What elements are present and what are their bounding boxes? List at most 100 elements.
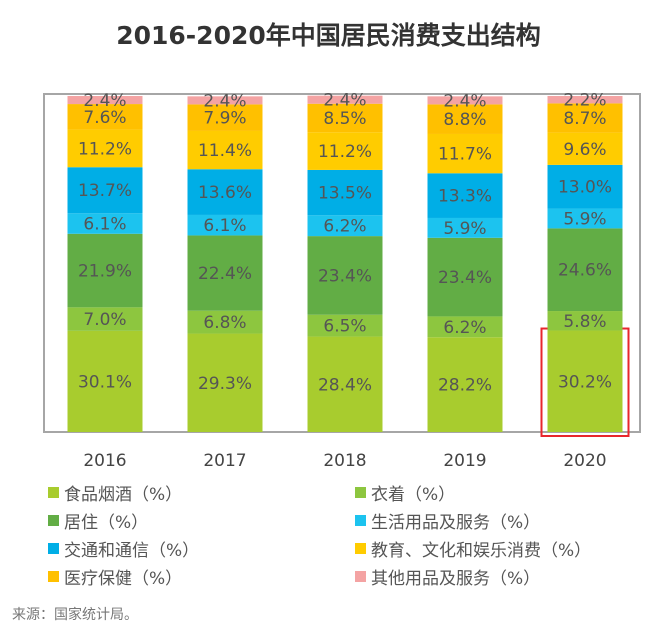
bar-segment (307, 236, 383, 315)
bar-segment (67, 96, 143, 105)
data-label: 24.6% (558, 261, 612, 281)
data-label: 9.6% (563, 140, 606, 160)
data-label: 11.7% (438, 145, 492, 165)
data-label: 2.4% (203, 91, 246, 111)
bar-segment (427, 316, 503, 338)
legend-label: 衣着（%） (371, 485, 456, 505)
bar-segment (427, 133, 503, 174)
bar-segment (547, 132, 623, 165)
data-label: 13.7% (78, 181, 132, 201)
legend-swatch (355, 515, 366, 526)
data-label: 11.4% (198, 141, 252, 161)
bar-segment (307, 169, 383, 216)
legend-swatch (48, 515, 59, 526)
data-label: 6.5% (323, 317, 366, 337)
bar-segment (67, 104, 143, 130)
data-label: 23.4% (438, 268, 492, 288)
data-label: 22.4% (198, 264, 252, 284)
legend-label: 交通和通信（%） (64, 541, 200, 561)
legend-label: 教育、文化和娱乐消费（%） (371, 541, 592, 561)
legend-item: 其他用品及服务（%） (355, 564, 540, 589)
bar-segment (307, 95, 383, 104)
bar-segment (67, 307, 143, 331)
bar-segment (307, 314, 383, 337)
bar-segment (427, 237, 503, 317)
data-label: 6.8% (203, 313, 246, 333)
bar-segment (427, 104, 503, 134)
data-label: 8.8% (443, 110, 486, 130)
bar-segment (67, 129, 143, 168)
data-label: 6.1% (83, 215, 126, 235)
data-label: 13.5% (318, 184, 372, 204)
data-label: 13.0% (558, 178, 612, 198)
data-label: 28.4% (318, 375, 372, 395)
data-label: 5.9% (563, 209, 606, 229)
legend-label: 医疗保健（%） (64, 569, 183, 589)
legend-label: 生活用品及服务（%） (371, 513, 541, 533)
bar-segment (427, 173, 503, 218)
data-label: 30.1% (78, 372, 132, 392)
legend-label: 居住（%） (64, 513, 149, 533)
legend-label: 食品烟酒（%） (64, 485, 183, 505)
data-label: 13.6% (198, 183, 252, 203)
bar-segment (547, 164, 623, 209)
legend-item: 食品烟酒（%） (48, 480, 182, 505)
legend-item: 医疗保健（%） (48, 564, 182, 589)
bar-segment (187, 333, 263, 432)
bar-segment (547, 330, 623, 432)
legend-swatch (48, 543, 59, 554)
data-label: 28.2% (438, 376, 492, 396)
x-tick-label: 2018 (323, 451, 366, 471)
data-label: 21.9% (78, 262, 132, 282)
data-label: 7.6% (83, 108, 126, 128)
data-label: 2.2% (563, 91, 606, 111)
data-label: 7.9% (203, 109, 246, 129)
bar-segment (427, 96, 503, 105)
bar-segment (187, 169, 263, 215)
legend-swatch (48, 487, 59, 498)
legend-swatch (355, 487, 366, 498)
source-note: 来源：国家统计局。 (12, 607, 138, 623)
bar-segment (547, 311, 623, 331)
legend-item: 交通和通信（%） (48, 536, 199, 561)
data-label: 11.2% (318, 142, 372, 162)
data-label: 6.2% (443, 318, 486, 338)
data-label: 5.8% (563, 312, 606, 332)
bar-segment (307, 132, 383, 170)
bar-segment (427, 217, 503, 238)
bar-segment (67, 213, 143, 234)
bar-segment (187, 96, 263, 105)
bar-segment (67, 167, 143, 214)
x-tick-label: 2016 (83, 451, 126, 471)
bar-segment (187, 214, 263, 236)
data-label: 5.9% (443, 219, 486, 239)
x-tick-label: 2020 (563, 451, 606, 471)
data-label: 23.4% (318, 266, 372, 286)
data-label: 29.3% (198, 374, 252, 394)
x-tick-label: 2019 (443, 451, 486, 471)
legend-item: 衣着（%） (355, 480, 455, 505)
bar-segment (67, 233, 143, 308)
data-label: 11.2% (78, 139, 132, 159)
bar-segment (307, 215, 383, 237)
data-label: 6.1% (203, 216, 246, 236)
legend-item: 教育、文化和娱乐消费（%） (355, 536, 591, 561)
bar-segment (187, 235, 263, 311)
bar-segment (187, 310, 263, 334)
data-label: 2.4% (323, 91, 366, 111)
legend-swatch (355, 543, 366, 554)
legend-item: 生活用品及服务（%） (355, 508, 540, 533)
legend-swatch (48, 571, 59, 582)
bar-segment (547, 96, 623, 104)
bar-segment (187, 130, 263, 170)
bar-segment (307, 336, 383, 432)
bar-segment (547, 228, 623, 312)
bar-segment (427, 337, 503, 432)
data-label: 6.2% (323, 217, 366, 237)
chart-title: 2016-2020年中国居民消费支出结构 (116, 21, 541, 50)
data-label: 30.2% (558, 372, 612, 392)
bar-segment (547, 208, 623, 229)
legend-label: 其他用品及服务（%） (371, 569, 541, 589)
data-label: 13.3% (438, 187, 492, 207)
